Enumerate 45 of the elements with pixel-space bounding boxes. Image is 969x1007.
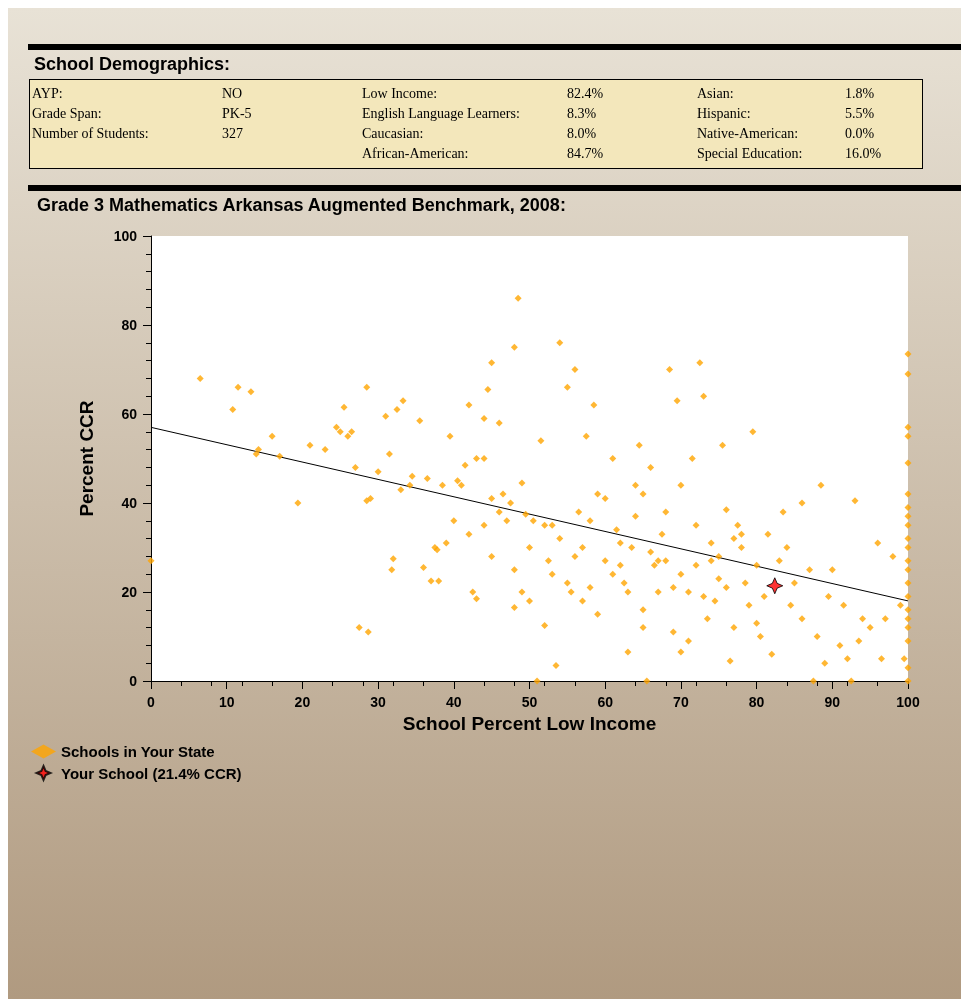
text: 8.3% xyxy=(567,106,598,122)
x-tick-label: 50 xyxy=(521,694,538,710)
x-tick-label: 0 xyxy=(147,694,156,710)
text: Low Income: xyxy=(362,86,439,102)
legend-label: Schools in Your State xyxy=(61,743,215,760)
x-tick-label: 100 xyxy=(896,694,920,710)
x-tick-label: 90 xyxy=(824,694,841,710)
text: 82.4% xyxy=(567,86,605,102)
text: Caucasian: xyxy=(362,126,425,142)
x-tick-label: 60 xyxy=(597,694,614,710)
text: African-American: xyxy=(362,146,470,162)
text: Native-American: xyxy=(697,126,800,142)
text: AYP: xyxy=(32,86,64,102)
text: 1.8% xyxy=(845,86,876,102)
text: 16.0% xyxy=(845,146,883,162)
chart-title: Grade 3 Mathematics Arkansas Augmented Benchmark, 2008: xyxy=(37,195,566,215)
text: Hispanic: xyxy=(697,106,752,122)
y-axis-title: Percent CCR xyxy=(76,400,97,517)
text: NO xyxy=(222,86,244,102)
x-tick-label: 40 xyxy=(446,694,462,710)
y-tick-label: 80 xyxy=(121,317,138,333)
text: 84.7% xyxy=(567,146,605,162)
text: 8.0% xyxy=(567,126,598,142)
y-tick-label: 40 xyxy=(121,495,138,511)
text: Grade Span: xyxy=(32,106,103,122)
text: 327 xyxy=(222,126,244,142)
text: English Language Learners: xyxy=(362,106,521,122)
x-axis-title: School Percent Low Income xyxy=(402,712,657,734)
x-tick-label: 80 xyxy=(748,694,765,710)
x-tick-label: 10 xyxy=(218,694,235,710)
text: Special Education: xyxy=(697,146,804,162)
text: PK-5 xyxy=(222,106,253,122)
y-tick-label: 100 xyxy=(113,228,138,244)
y-tick-label: 0 xyxy=(129,673,138,689)
text: 0.0% xyxy=(845,126,876,142)
text: 5.5% xyxy=(845,106,876,122)
x-tick-label: 30 xyxy=(370,694,387,710)
text: Asian: xyxy=(697,86,735,102)
text: School Demographics: xyxy=(33,53,232,76)
y-tick-label: 20 xyxy=(121,584,138,600)
y-tick-label: 60 xyxy=(121,406,138,422)
legend-label: Your School (21.4% CCR) xyxy=(61,764,242,782)
text: Number of Students: xyxy=(32,126,150,142)
x-tick-label: 70 xyxy=(673,694,689,710)
x-tick-label: 20 xyxy=(294,694,311,710)
